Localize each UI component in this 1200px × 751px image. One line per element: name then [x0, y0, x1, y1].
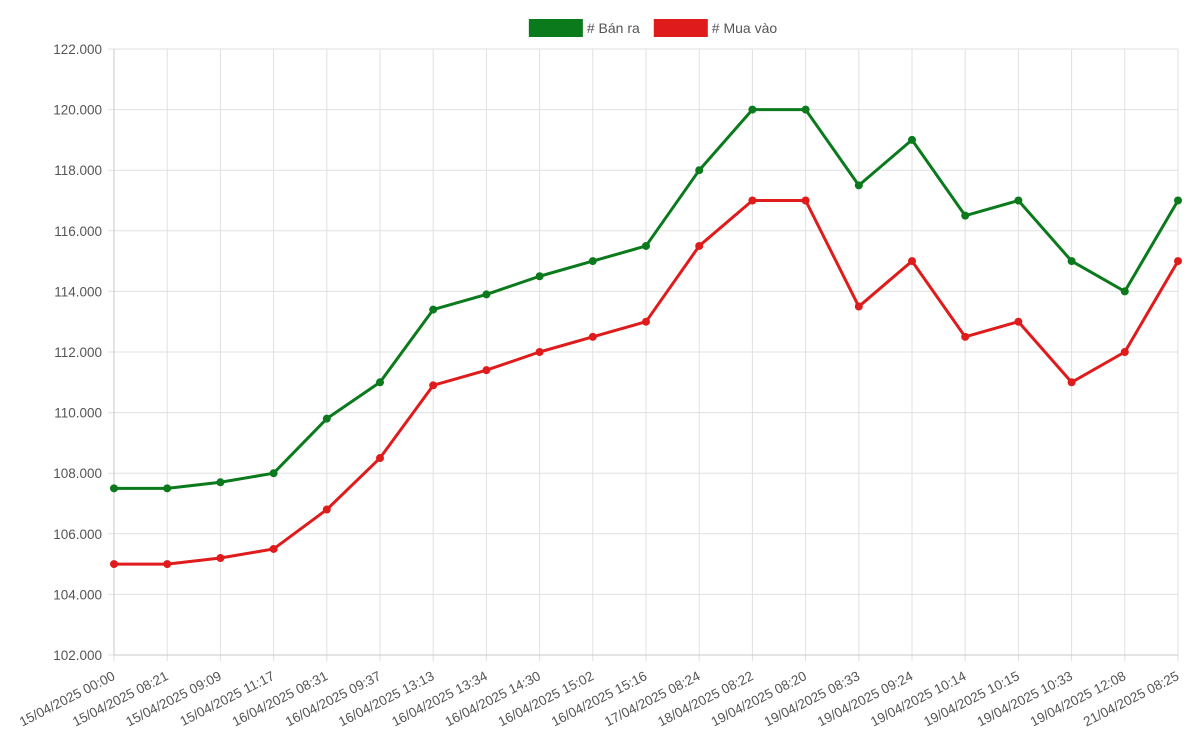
y-tick-label: 116.000 — [54, 224, 102, 239]
series-0-point[interactable] — [908, 135, 916, 144]
series-0-point[interactable] — [588, 257, 597, 266]
axes: 102.000 104.000 106.000 108.000 110.000 112.0… — [17, 42, 1181, 729]
y-tick-label: 122.000 — [53, 42, 102, 57]
series-0-point[interactable] — [1174, 196, 1182, 205]
y-tick-label: 108.000 — [53, 466, 102, 481]
legend-swatch-0[interactable] — [528, 19, 583, 37]
series-0-point[interactable] — [1014, 196, 1023, 205]
y-tick-label: 102.000 — [53, 648, 102, 663]
series-1-point[interactable] — [429, 381, 438, 390]
y-tick-label: 104.000 — [53, 587, 102, 602]
series-1-point[interactable] — [163, 560, 172, 569]
series-1-point[interactable] — [1014, 317, 1023, 326]
grid — [108, 48, 1179, 661]
series-1-point[interactable] — [961, 332, 970, 341]
series-0-point[interactable] — [216, 478, 225, 487]
series-1-point[interactable] — [642, 317, 650, 326]
series-1-point[interactable] — [1174, 257, 1182, 266]
series-1-point[interactable] — [482, 366, 491, 375]
series-0-point[interactable] — [482, 290, 491, 299]
series-1-point[interactable] — [216, 554, 225, 563]
x-tick-label: 21/04/2025 08:25 — [1081, 668, 1181, 729]
series-0-point[interactable] — [429, 305, 438, 314]
series-1-point[interactable] — [1120, 348, 1129, 356]
series-0-point[interactable] — [642, 241, 650, 250]
series-1-point[interactable] — [588, 332, 597, 341]
legend[interactable]: # Bán ra # Mua vào — [528, 19, 778, 37]
series-0-point[interactable] — [163, 484, 172, 493]
series-0-point[interactable] — [961, 211, 970, 220]
series-1-point[interactable] — [110, 560, 118, 569]
series-0-point[interactable] — [110, 484, 118, 493]
y-tick-label: 114.000 — [54, 284, 102, 299]
series-0-point[interactable] — [376, 378, 384, 387]
series-0-point[interactable] — [1067, 257, 1076, 266]
series-1-point[interactable] — [801, 196, 810, 205]
y-tick-label: 120.000 — [53, 103, 102, 118]
y-tick-label: 112.000 — [54, 345, 102, 360]
y-tick-label: 118.000 — [54, 163, 102, 178]
series-1-point[interactable] — [695, 241, 704, 250]
series-0-point[interactable] — [269, 469, 278, 478]
series-0-point[interactable] — [535, 272, 544, 281]
legend-swatch-1[interactable] — [653, 19, 708, 37]
series-1-point[interactable] — [748, 196, 757, 205]
series-1-point[interactable] — [376, 454, 384, 463]
series-0-point[interactable] — [322, 414, 331, 423]
series-1-point[interactable] — [269, 544, 278, 553]
series-0-point[interactable] — [695, 166, 704, 175]
y-tick-label: 106.000 — [53, 527, 102, 542]
series-1-point[interactable] — [1067, 378, 1076, 387]
series-0-point[interactable] — [801, 105, 810, 114]
series-1-point[interactable] — [322, 505, 331, 514]
series-0-point[interactable] — [1120, 287, 1129, 296]
legend-label-0[interactable]: # Bán ra — [587, 20, 640, 36]
series-0-point[interactable] — [854, 181, 863, 190]
series-0-point[interactable] — [748, 105, 757, 114]
series-1-point[interactable] — [535, 348, 544, 356]
series-1-point[interactable] — [854, 302, 863, 311]
series — [110, 105, 1182, 569]
legend-label-1[interactable]: # Mua vào — [712, 20, 778, 36]
y-tick-label: 110.000 — [54, 406, 102, 421]
series-1-point[interactable] — [908, 257, 916, 266]
